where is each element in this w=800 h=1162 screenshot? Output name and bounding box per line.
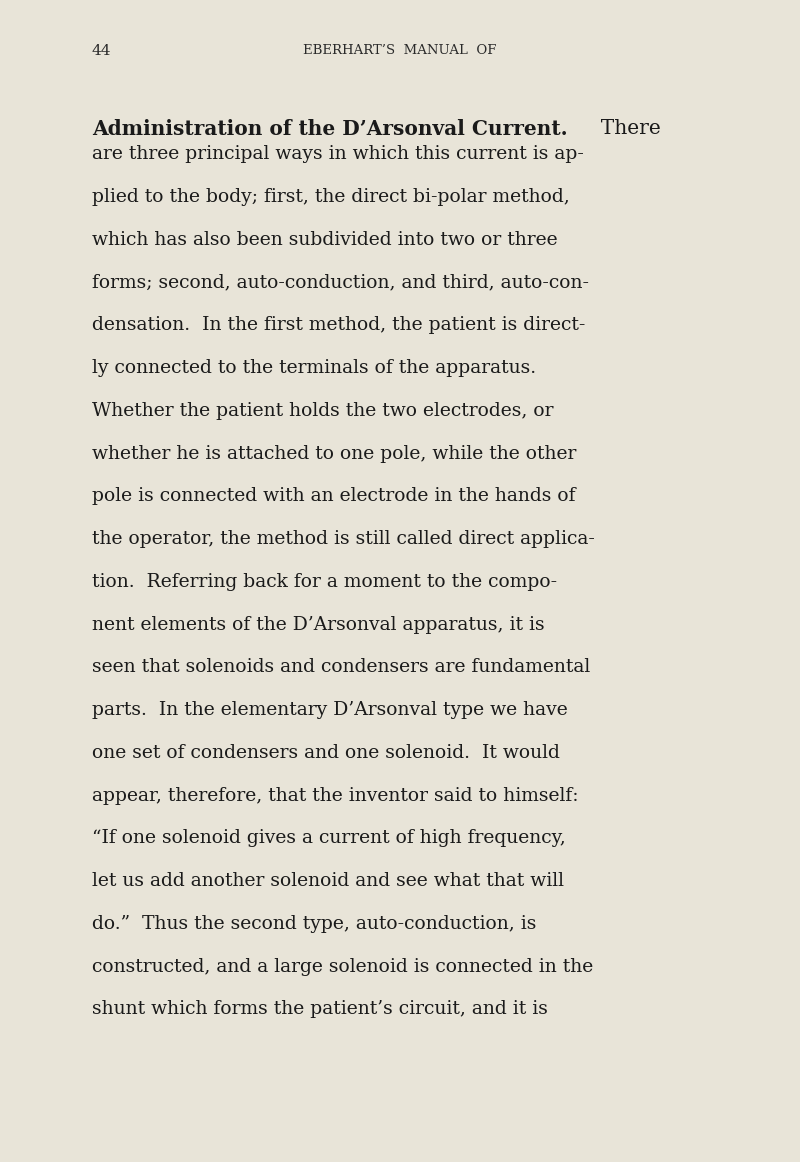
- Text: densation.  In the first method, the patient is direct-: densation. In the first method, the pati…: [92, 316, 586, 335]
- Text: do.”  Thus the second type, auto-conduction, is: do.” Thus the second type, auto-conducti…: [92, 914, 536, 933]
- Text: whether he is attached to one pole, while the other: whether he is attached to one pole, whil…: [92, 445, 576, 462]
- Text: Administration of the D’Arsonval Current.: Administration of the D’Arsonval Current…: [92, 119, 568, 138]
- Text: pole is connected with an electrode in the hands of: pole is connected with an electrode in t…: [92, 487, 575, 505]
- Text: Whether the patient holds the two electrodes, or: Whether the patient holds the two electr…: [92, 402, 554, 419]
- Text: the operator, the method is still called direct applica-: the operator, the method is still called…: [92, 530, 595, 548]
- Text: let us add another solenoid and see what that will: let us add another solenoid and see what…: [92, 873, 564, 890]
- Text: tion.  Referring back for a moment to the compo-: tion. Referring back for a moment to the…: [92, 573, 557, 590]
- Text: parts.  In the elementary D’Arsonval type we have: parts. In the elementary D’Arsonval type…: [92, 701, 568, 719]
- Text: ly connected to the terminals of the apparatus.: ly connected to the terminals of the app…: [92, 359, 536, 376]
- Text: are three principal ways in which this current is ap-: are three principal ways in which this c…: [92, 145, 584, 163]
- Text: “If one solenoid gives a current of high frequency,: “If one solenoid gives a current of high…: [92, 830, 566, 847]
- Text: one set of condensers and one solenoid.  It would: one set of condensers and one solenoid. …: [92, 744, 560, 762]
- Text: EBERHART’S  MANUAL  OF: EBERHART’S MANUAL OF: [303, 44, 497, 57]
- Text: constructed, and a large solenoid is connected in the: constructed, and a large solenoid is con…: [92, 957, 594, 976]
- Text: shunt which forms the patient’s circuit, and it is: shunt which forms the patient’s circuit,…: [92, 1000, 548, 1018]
- Text: There: There: [588, 119, 661, 137]
- Text: forms; second, auto-conduction, and third, auto-con-: forms; second, auto-conduction, and thir…: [92, 273, 589, 292]
- Text: nent elements of the D’Arsonval apparatus, it is: nent elements of the D’Arsonval apparatu…: [92, 616, 545, 633]
- Text: which has also been subdivided into two or three: which has also been subdivided into two …: [92, 231, 558, 249]
- Text: plied to the body; first, the direct bi-polar method,: plied to the body; first, the direct bi-…: [92, 188, 570, 206]
- Text: appear, therefore, that the inventor said to himself:: appear, therefore, that the inventor sai…: [92, 787, 578, 804]
- Text: 44: 44: [92, 44, 111, 58]
- Text: seen that solenoids and condensers are fundamental: seen that solenoids and condensers are f…: [92, 659, 590, 676]
